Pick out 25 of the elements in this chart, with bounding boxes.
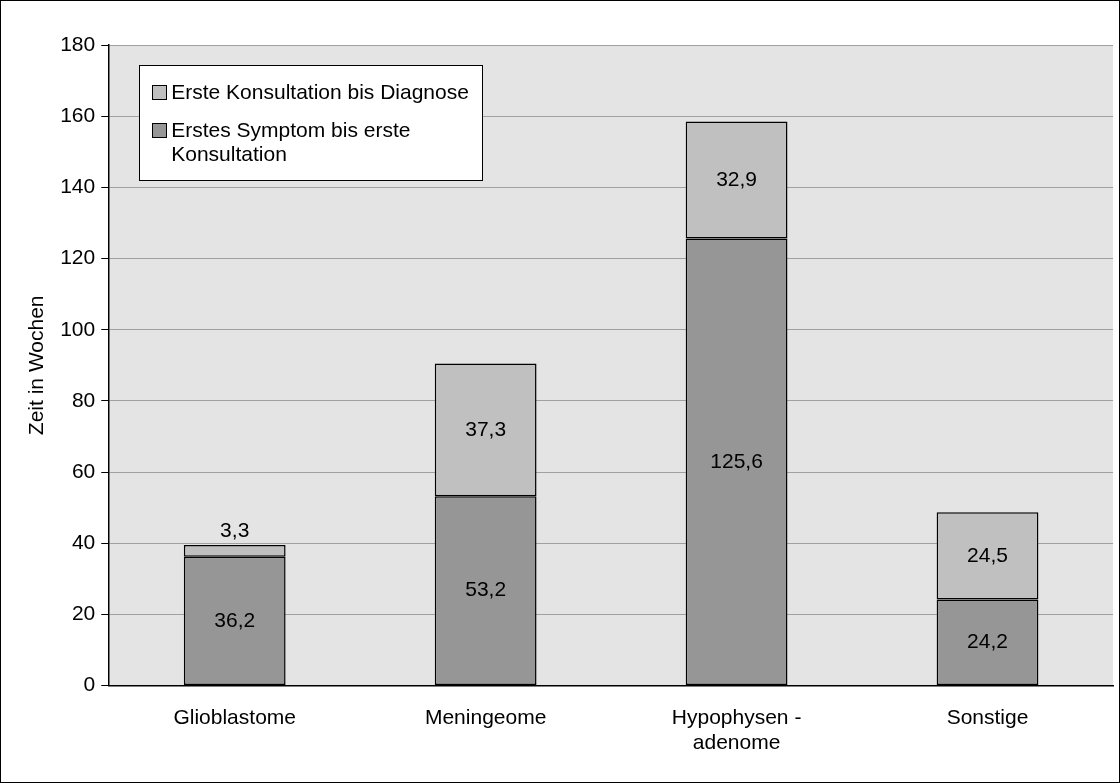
data-label: 3,3	[220, 517, 250, 541]
x-tick-label: Glioblastome	[173, 705, 296, 728]
y-axis-title: Zeit in Wochen	[24, 295, 48, 436]
y-tick-label: 40	[71, 530, 96, 554]
data-label: 24,2	[967, 629, 1008, 653]
y-tick-label: 20	[71, 601, 96, 625]
data-label: 53,2	[465, 577, 507, 601]
x-tick-label: Sonstige	[946, 705, 1029, 728]
y-tick-label: 0	[83, 672, 96, 696]
data-label: 125,6	[710, 448, 763, 472]
y-tick-label: 160	[60, 102, 96, 126]
y-tick-label: 100	[60, 316, 96, 340]
legend-label: Erste Konsultation bis Diagnose	[171, 80, 469, 104]
y-tick-label: 120	[60, 245, 96, 269]
y-tick-label: 80	[71, 387, 96, 411]
y-tick-label: 60	[71, 458, 96, 482]
y-tick-label: 180	[60, 31, 96, 55]
legend-label: Erstes Symptom bis erste Konsultation	[171, 118, 412, 166]
x-tick-label: Hypophysen - adenome	[671, 705, 802, 754]
data-label: 32,9	[716, 166, 758, 190]
y-tick-label: 140	[60, 174, 96, 198]
x-tick-label: Meningeome	[424, 705, 547, 728]
data-label: 36,2	[214, 607, 256, 631]
data-label: 37,3	[465, 416, 507, 440]
data-label: 24,5	[967, 542, 1008, 566]
